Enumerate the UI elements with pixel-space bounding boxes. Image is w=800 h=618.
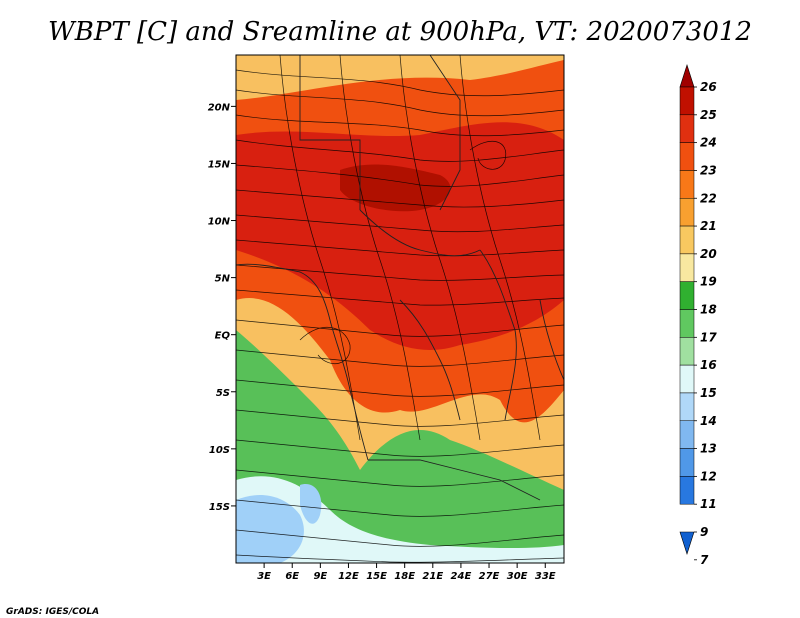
lat-tick-label: 10S	[209, 445, 230, 456]
colorbar-label: 21	[700, 219, 717, 233]
lon-tick-label: 3E	[257, 571, 271, 582]
wbpt-region-24	[236, 122, 564, 351]
colorbar-label: 17	[700, 330, 717, 344]
colorbar-swatch	[679, 198, 695, 227]
colorbar-label: 15	[700, 386, 717, 400]
wbpt-region-13	[236, 495, 304, 563]
colorbar-swatch	[679, 281, 695, 310]
colorbar-label: 26	[700, 80, 717, 94]
colorbar-swatch	[679, 337, 695, 366]
streamlines	[236, 55, 564, 563]
colorbar-label: 23	[700, 163, 717, 177]
colorbar-swatch	[679, 86, 695, 116]
lat-tick-label: 20N	[208, 102, 231, 113]
lat-tick-label: 15N	[208, 159, 231, 170]
lon-tick-label: 30E	[507, 571, 528, 582]
colorbar-swatch	[679, 392, 695, 421]
colorbar-swatch	[679, 476, 695, 505]
latitude-axis: 20N 15N 10N 5N EQ 5S 10S 15S	[208, 102, 236, 513]
lon-tick-label: 33E	[535, 571, 556, 582]
grads-credit: GrADS: IGES/COLA	[6, 607, 99, 617]
country-borders	[236, 55, 564, 501]
colorbar-swatch	[679, 448, 695, 477]
colorbar-label: 13	[700, 442, 717, 456]
map-title: WBPT [C] and Sreamline at 900hPa, VT: 20…	[48, 17, 752, 47]
map-frame	[235, 54, 565, 564]
colorbar-label: 19	[700, 275, 717, 289]
colorbar-label: 24	[700, 136, 717, 150]
wbpt-region-15	[236, 476, 564, 563]
wbpt-region-23-east	[470, 60, 564, 120]
lon-tick-label: 24E	[451, 571, 472, 582]
lat-tick-label: 10N	[208, 217, 231, 228]
colorbar-swatch	[679, 253, 695, 282]
lat-tick-label: 5S	[216, 388, 230, 399]
colorbar-swatch	[679, 225, 695, 255]
lat-tick-label: EQ	[215, 331, 231, 342]
colorbar-label: 18	[700, 303, 717, 317]
colorbar-label: 16	[700, 358, 717, 372]
lon-tick-label: 6E	[285, 571, 299, 582]
colorbar-swatch	[679, 114, 695, 143]
colorbar-swatch	[679, 309, 695, 338]
lon-tick-label: 12E	[338, 571, 359, 582]
colorbar-label: 20	[700, 247, 717, 261]
longitude-axis: 3E 6E 9E 12E 15E 18E 21E 24E 27E 30E 33E	[257, 563, 556, 582]
colorbar-label: 9	[700, 525, 708, 539]
lon-tick-label: 27E	[479, 571, 500, 582]
colorbar: 26 25 24 23 22 21 20 19 18 17 16 15 14 13 12 11 9 7	[679, 64, 717, 567]
colorbar-swatch	[679, 142, 695, 171]
colorbar-label: 14	[700, 414, 717, 428]
colorbar-label: 12	[700, 469, 717, 483]
wbpt-region-13b	[300, 484, 322, 524]
map-area	[236, 55, 564, 563]
colorbar-swatch	[679, 420, 695, 449]
colorbar-swatch	[679, 364, 695, 394]
colorbar-label: 25	[700, 108, 717, 122]
lat-tick-label: 5N	[215, 274, 231, 285]
colorbar-arrow-bottom	[679, 531, 695, 555]
lat-tick-label: 15S	[209, 502, 230, 513]
colorbar-label: 7	[700, 553, 709, 567]
colorbar-label: 22	[700, 191, 717, 205]
colorbar-swatch	[679, 170, 695, 199]
colorbar-arrow-top	[679, 64, 695, 88]
lon-tick-label: 18E	[394, 571, 415, 582]
lon-tick-label: 21E	[422, 571, 443, 582]
lon-tick-label: 9E	[313, 571, 327, 582]
colorbar-label: 11	[700, 497, 717, 511]
lon-tick-label: 15E	[366, 571, 387, 582]
